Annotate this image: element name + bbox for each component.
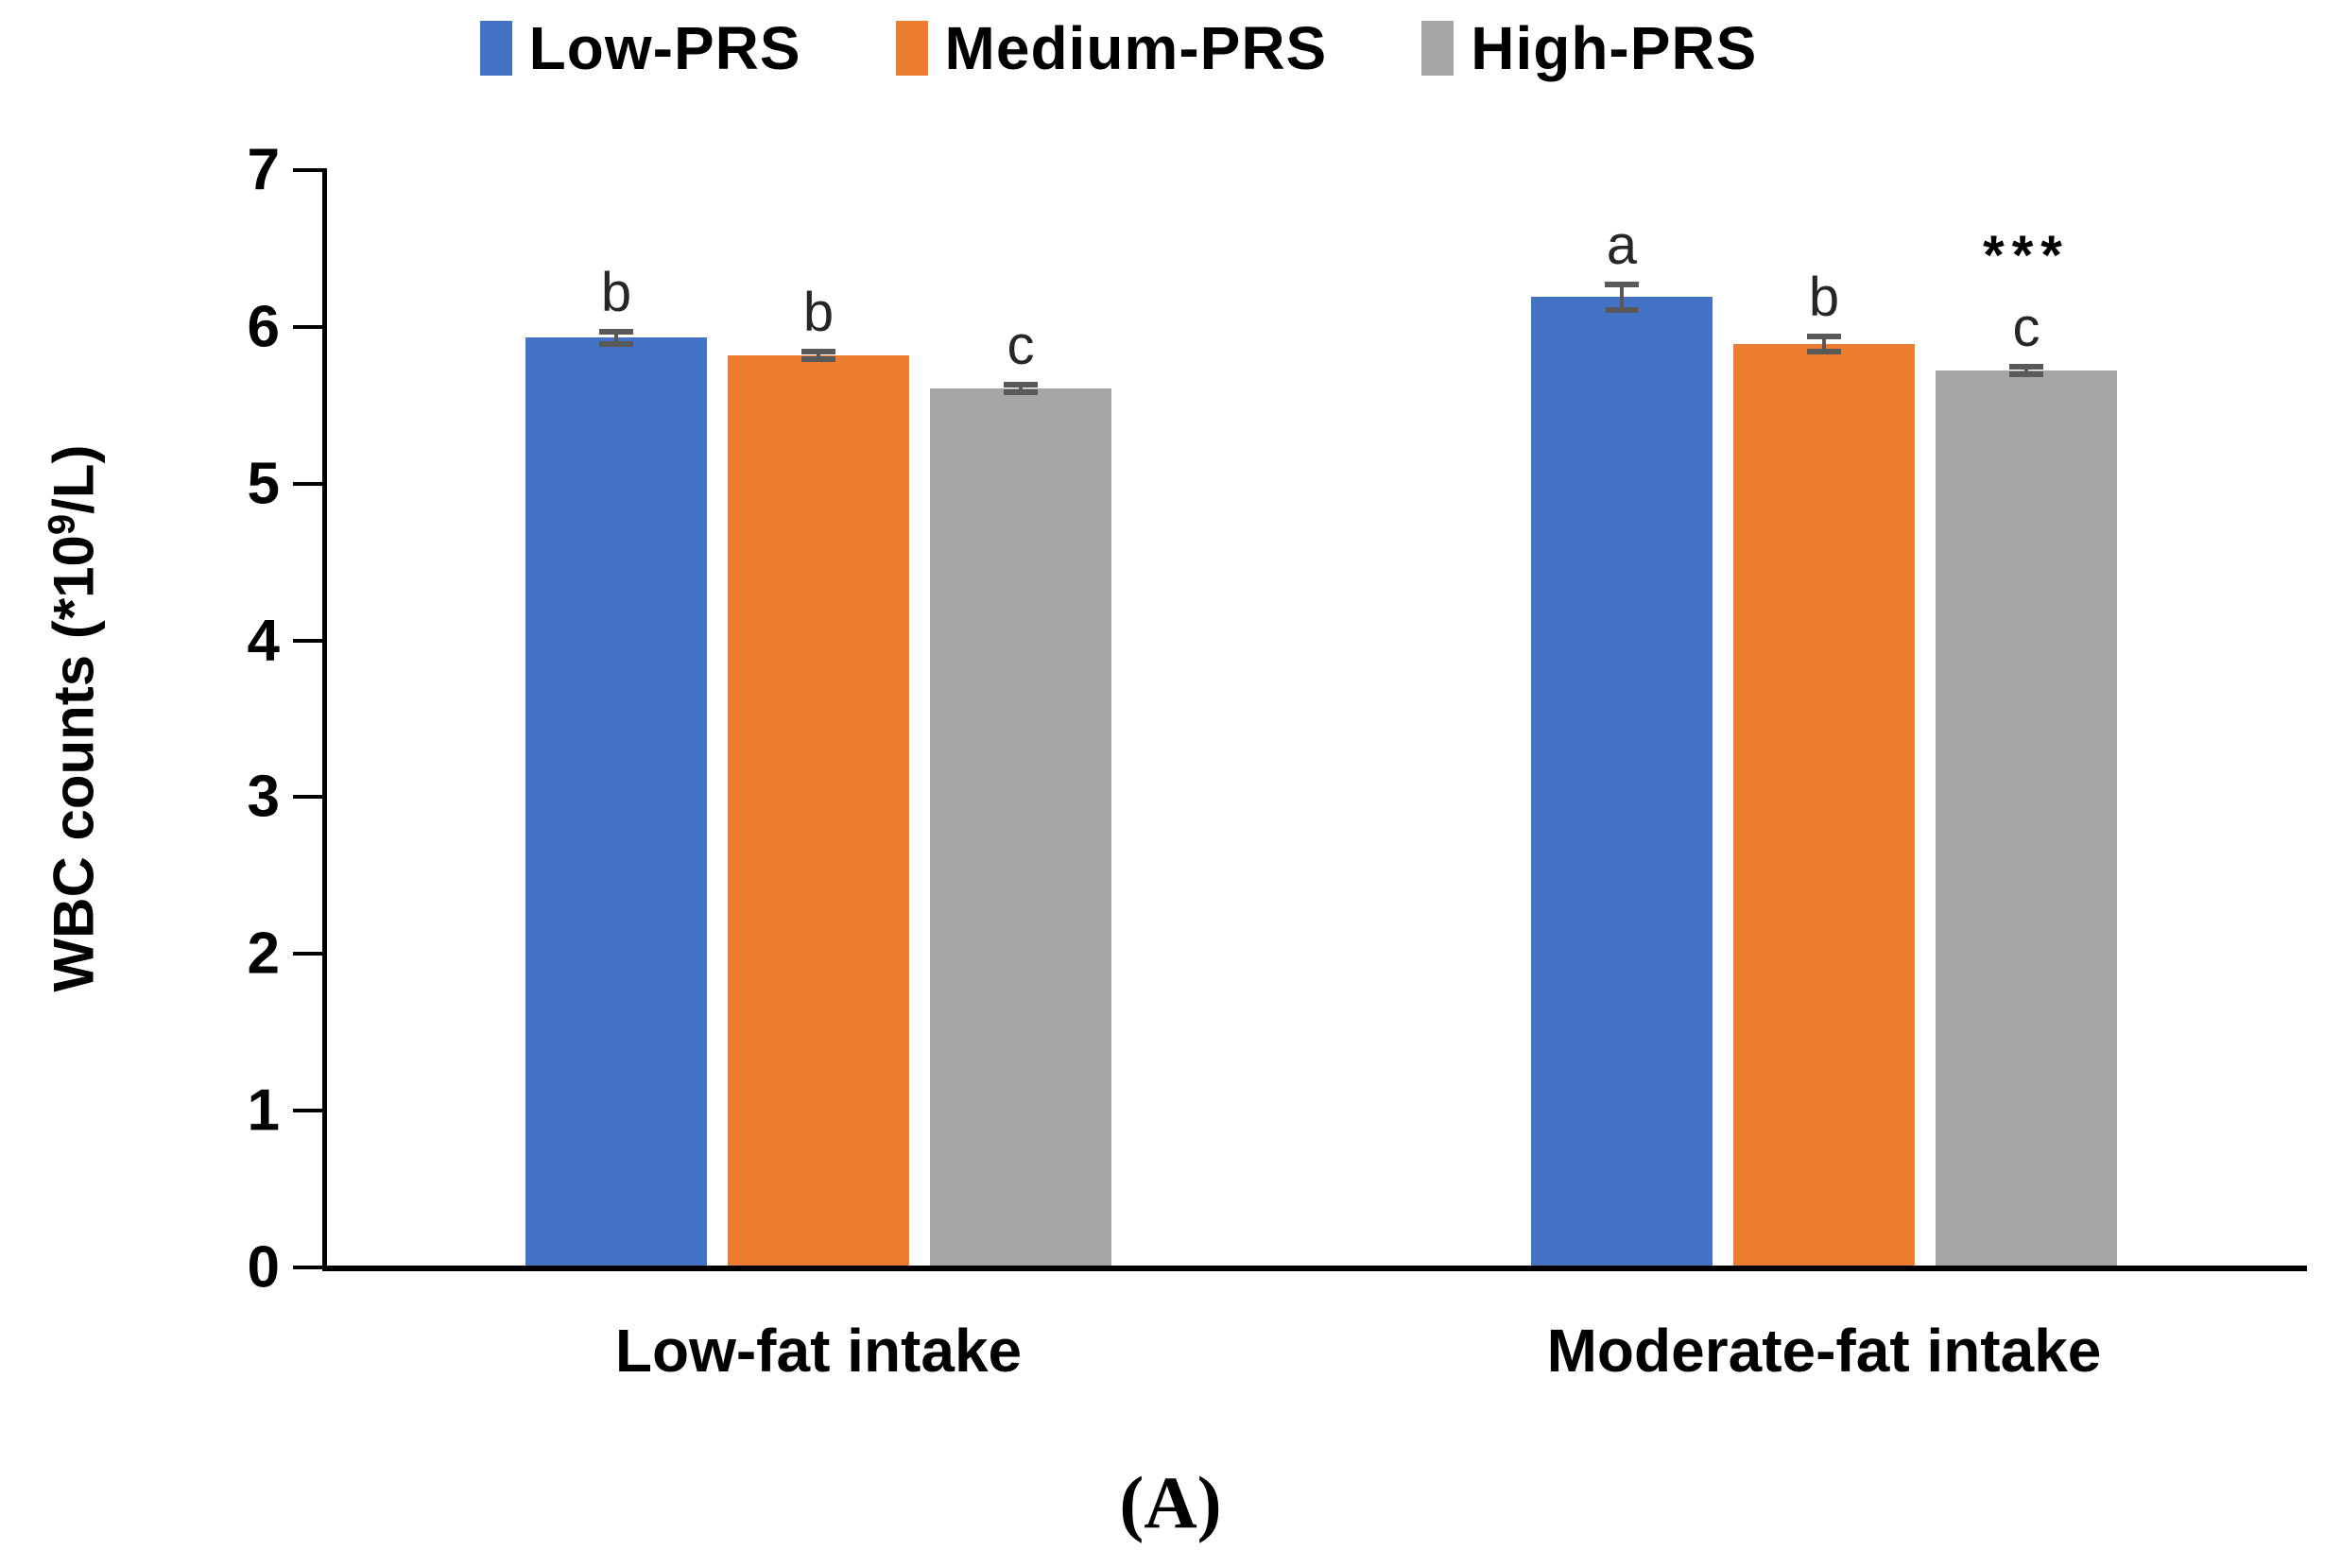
error-bar-line	[2024, 367, 2028, 375]
bar-low-prs-low-fat	[525, 337, 707, 1266]
error-bar-cap-top	[599, 328, 633, 335]
y-tick-mark	[293, 952, 322, 956]
error-bar-line	[1822, 336, 1826, 353]
error-bar-cap-top	[801, 348, 835, 354]
significance-letter: b	[1808, 266, 1840, 328]
y-tick-mark	[293, 168, 322, 172]
y-axis-title-suffix: /L)	[42, 444, 106, 514]
y-axis-title-prefix: WBC counts (*10	[42, 535, 106, 992]
error-bar-cap-bottom	[801, 355, 835, 362]
error-bar-cap-bottom	[2009, 371, 2043, 378]
significance-letter: b	[600, 261, 632, 323]
y-tick-label: 1	[247, 1077, 280, 1144]
y-tick-label: 7	[247, 137, 280, 203]
significance-letter: c	[1007, 314, 1035, 376]
bar-medium-prs-moderate-fat	[1733, 344, 1915, 1266]
bar-high-prs-moderate-fat	[1936, 370, 2117, 1266]
error-bar-line	[1620, 284, 1624, 310]
significance-letter: b	[802, 281, 835, 343]
legend-item-high-prs: High-PRS	[1421, 13, 1757, 83]
error-bar-cap-top	[1807, 333, 1841, 339]
significance-stars: ***	[1983, 225, 2070, 287]
legend-swatch-high-prs-icon	[1421, 21, 1455, 76]
bar-high-prs-low-fat	[930, 388, 1111, 1266]
x-category-label: Moderate-fat intake	[1546, 1317, 2102, 1385]
y-axis-line	[322, 168, 327, 1271]
y-tick-label: 5	[247, 451, 280, 517]
x-axis-line	[322, 1266, 2307, 1271]
error-bar-cap-top	[1004, 381, 1038, 388]
y-axis-title-superscript: 9	[41, 513, 83, 536]
y-tick-mark	[293, 638, 322, 643]
bar-low-prs-moderate-fat	[1531, 297, 1713, 1266]
error-bar-line	[817, 351, 820, 359]
legend-swatch-low-prs-icon	[479, 21, 512, 76]
legend-swatch-medium-prs-icon	[895, 21, 928, 76]
legend: Low-PRS Medium-PRS High-PRS	[0, 13, 2289, 83]
legend-item-low-prs: Low-PRS	[479, 13, 801, 83]
y-tick-mark	[293, 1109, 322, 1113]
legend-item-medium-prs: Medium-PRS	[895, 13, 1328, 83]
error-bar-cap-bottom	[599, 341, 633, 348]
error-bar-cap-bottom	[1004, 388, 1038, 395]
y-tick-mark	[293, 1266, 322, 1269]
significance-letter: c	[2012, 297, 2040, 359]
error-bar-line	[1019, 384, 1023, 392]
error-bar-cap-bottom	[1605, 306, 1639, 313]
legend-label-high-prs: High-PRS	[1471, 14, 1758, 82]
y-axis-title: WBC counts (*109/L)	[42, 445, 107, 992]
x-category-label: Low-fat intake	[614, 1317, 1023, 1385]
y-tick-label: 0	[247, 1234, 280, 1301]
legend-label-low-prs: Low-PRS	[528, 14, 801, 82]
y-tick-mark	[293, 324, 322, 329]
y-tick-label: 6	[247, 294, 280, 360]
y-tick-mark	[293, 481, 322, 486]
y-tick-label: 4	[247, 608, 280, 674]
significance-letter: a	[1606, 215, 1638, 277]
legend-label-medium-prs: Medium-PRS	[944, 14, 1328, 82]
error-bar-cap-top	[2009, 364, 2043, 370]
error-bar-cap-top	[1605, 282, 1639, 288]
y-tick-label: 3	[247, 764, 280, 830]
error-bar-cap-bottom	[1807, 349, 1841, 355]
y-tick-mark	[293, 795, 322, 800]
y-tick-label: 2	[247, 921, 280, 987]
figure-caption: (A)	[1119, 1461, 1222, 1543]
bar-medium-prs-low-fat	[728, 354, 909, 1266]
error-bar-line	[614, 331, 618, 345]
